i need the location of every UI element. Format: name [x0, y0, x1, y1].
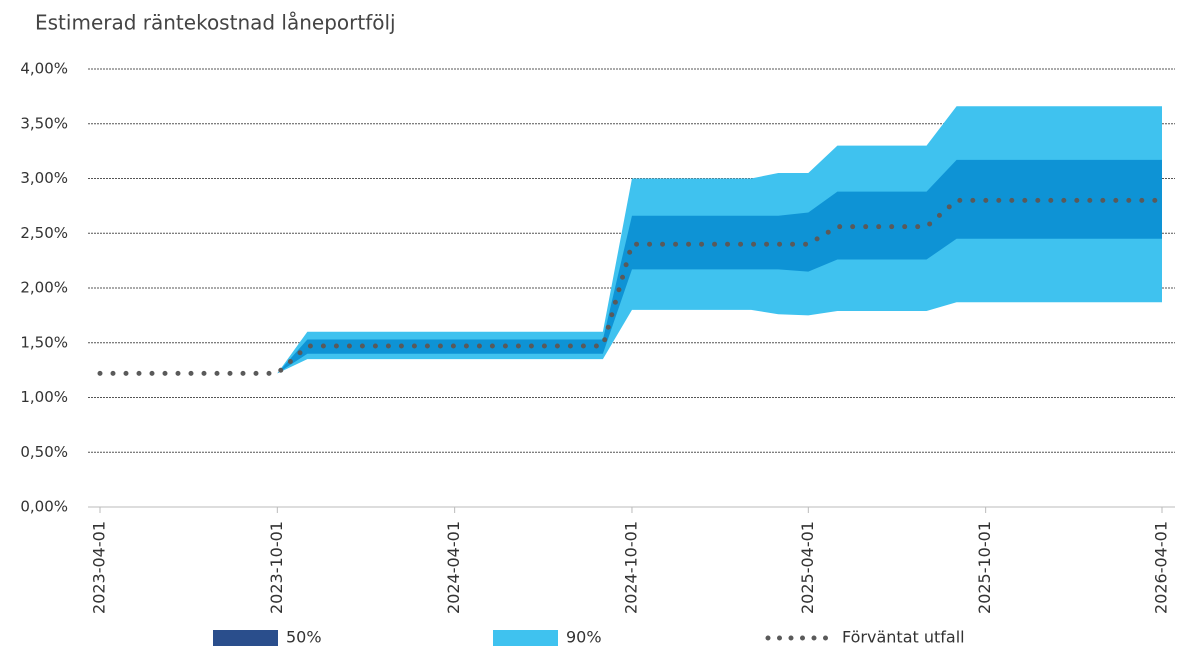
legend-label: 90%	[566, 628, 602, 647]
band-area	[100, 159, 1162, 374]
x-tick-label: 2024-10-01	[621, 521, 640, 614]
x-tick-label: 2025-10-01	[975, 521, 994, 614]
legend-swatch	[493, 630, 558, 646]
y-tick-label: 1,50%	[20, 333, 68, 351]
legend-label: 50%	[286, 628, 322, 647]
y-tick-label: 3,00%	[20, 169, 68, 187]
legend-swatch	[213, 630, 278, 646]
x-tick-label: 2026-04-01	[1152, 521, 1171, 614]
y-tick-label: 3,50%	[20, 114, 68, 132]
x-tick-label: 2025-04-01	[798, 521, 817, 614]
x-tick-label: 2024-04-01	[444, 521, 463, 614]
x-tick-label: 2023-10-01	[267, 521, 286, 614]
y-tick-label: 4,00%	[20, 60, 68, 78]
y-tick-label: 0,00%	[20, 498, 68, 516]
y-tick-label: 2,50%	[20, 224, 68, 242]
y-tick-label: 1,00%	[20, 388, 68, 406]
chart-title: Estimerad räntekostnad låneportfölj	[35, 11, 396, 35]
x-tick-label: 2023-04-01	[90, 521, 109, 614]
expected-line	[97, 197, 1165, 376]
legend-label: Förväntat utfall	[842, 628, 965, 647]
y-tick-label: 2,00%	[20, 279, 68, 297]
y-tick-label: 0,50%	[20, 443, 68, 461]
